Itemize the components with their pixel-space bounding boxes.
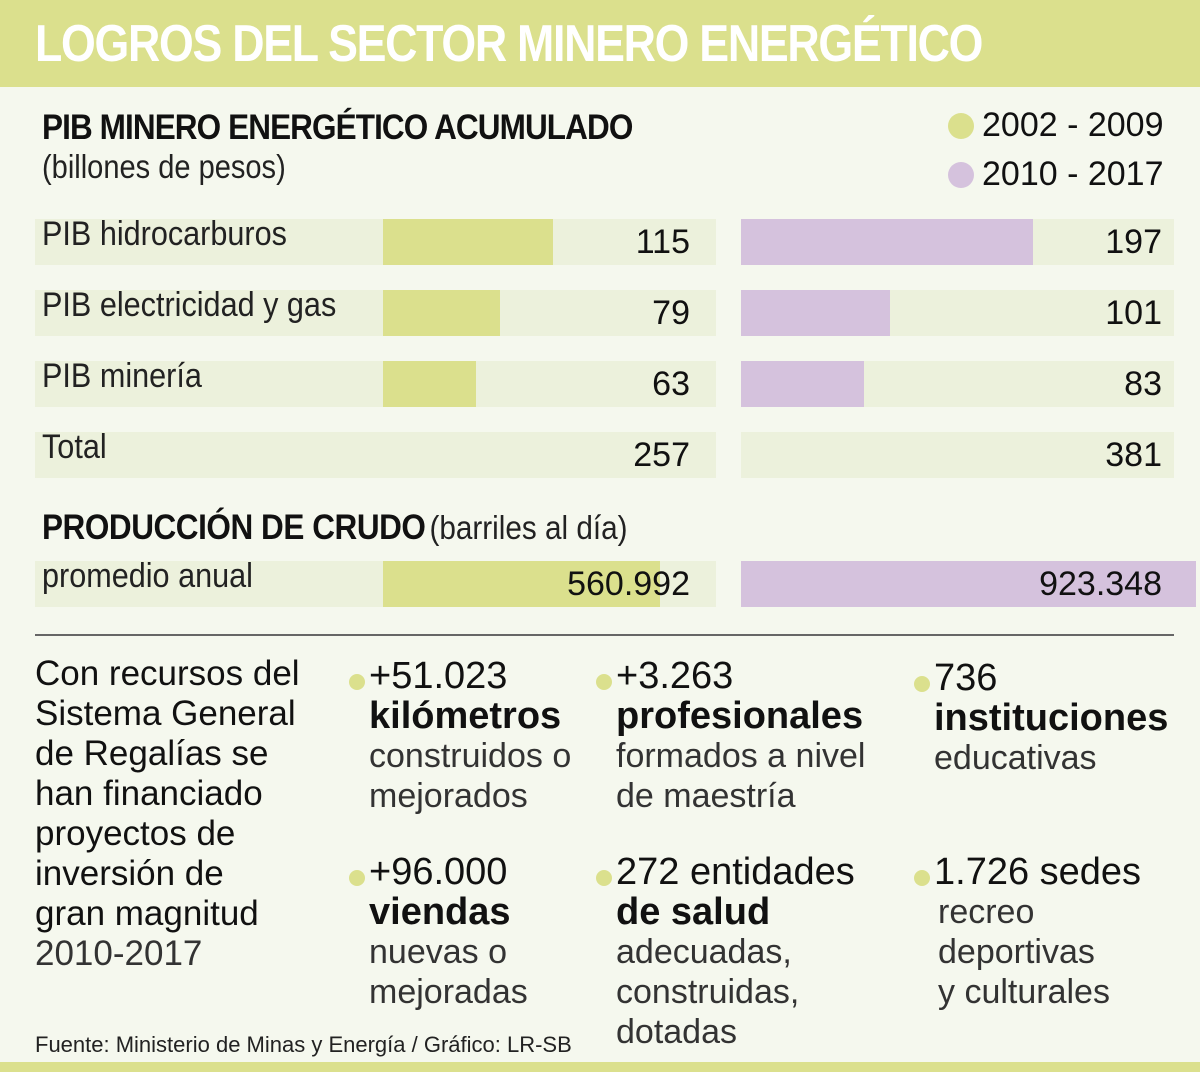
bar-period2 <box>741 219 1033 265</box>
bar-period1 <box>383 219 553 265</box>
bullet-icon <box>596 870 612 886</box>
stat-item: +51.023 kilómetros construidos o mejorados <box>349 655 572 816</box>
production-title: PRODUCCIÓN DE CRUDO (barriles al día) <box>42 508 628 548</box>
bar-track-period1 <box>35 361 716 407</box>
category-label: PIB electricidad y gas <box>42 286 337 324</box>
bar-track-period1 <box>35 219 716 265</box>
bar-period2 <box>741 361 864 407</box>
bullet-icon <box>596 674 612 690</box>
value-label-period2: 381 <box>1105 436 1162 474</box>
stat-item: 272 entidades de salud adecuadas, construid… <box>596 851 855 1052</box>
category-label: Total <box>42 428 107 466</box>
stat-item: 736 instituciones educativas <box>914 657 1169 778</box>
stat-number: 272 entidades <box>616 851 855 893</box>
value-label-period1: 79 <box>652 294 690 332</box>
bar-period1 <box>383 361 476 407</box>
stat-description: mejorados <box>369 777 528 815</box>
stat-heading: profesionales <box>616 695 864 737</box>
stat-description: de maestría <box>616 777 796 815</box>
legend-label: 2010 - 2017 <box>982 155 1164 193</box>
stat-description: dotadas <box>616 1013 737 1051</box>
stat-description: construidas, <box>616 973 800 1011</box>
value-label-period2: 83 <box>1124 365 1162 403</box>
bullet-icon <box>914 676 930 692</box>
production-category-label: promedio anual <box>42 557 253 595</box>
chart-subtitle: (billones de pesos) <box>42 148 286 185</box>
stat-description: mejoradas <box>369 973 528 1011</box>
stat-heading: kilómetros <box>369 695 562 737</box>
production-value-period1: 560.992 <box>567 565 690 603</box>
stat-description: construidos o <box>369 737 572 775</box>
value-label-period1: 63 <box>652 365 690 403</box>
stat-number: +96.000 <box>369 851 508 893</box>
intro-line: Con recursos del <box>35 654 300 693</box>
value-label-period1: 257 <box>633 436 690 474</box>
production-value-period2: 923.348 <box>1039 565 1162 603</box>
stat-number: +51.023 <box>369 655 508 697</box>
category-label: PIB minería <box>42 357 202 395</box>
value-label-period1: 115 <box>635 223 690 261</box>
production-heading: PRODUCCIÓN DE CRUDO <box>42 508 426 547</box>
stat-item: +3.263 profesionales formados a nivel de ma… <box>596 655 866 816</box>
legend-dot-icon <box>948 161 974 188</box>
bar-period1 <box>383 290 500 336</box>
stat-item: +96.000 viendas nuevas o mejoradas <box>349 851 528 1012</box>
production-bar-period1 <box>383 561 660 607</box>
intro-years: 2010-2017 <box>35 934 203 973</box>
page-title: LOGROS DEL SECTOR MINERO ENERGÉTICO <box>35 15 983 73</box>
intro-line: Sistema General <box>35 694 296 733</box>
bullet-icon <box>349 674 365 690</box>
production-unit: (barriles al día) <box>429 509 628 546</box>
stat-description: recreo <box>938 893 1035 931</box>
bullet-icon <box>349 870 365 886</box>
stat-number: 736 <box>934 657 998 699</box>
source-note: Fuente: Ministerio de Minas y Energía / … <box>35 1032 572 1057</box>
bar-period2 <box>741 290 890 336</box>
legend-item-period2: 2010 - 2017 <box>948 155 1164 194</box>
stat-heading: instituciones <box>934 697 1169 739</box>
divider <box>35 634 1174 636</box>
stat-item: 1.726 sedes recreo deportivas y culturales <box>914 851 1142 1012</box>
bar-track-period2 <box>741 432 1174 478</box>
stat-heading: de salud <box>616 891 771 933</box>
stat-description: formados a nivel <box>616 737 866 775</box>
bullet-icon <box>914 870 930 886</box>
intro-line: inversión de <box>35 854 224 893</box>
legend-dot-icon <box>948 112 974 139</box>
bar-track-period1 <box>35 432 716 478</box>
stat-description: deportivas <box>938 933 1095 971</box>
legend-label: 2002 - 2009 <box>982 106 1164 144</box>
intro-line: de Regalías se <box>35 734 269 773</box>
value-label-period2: 197 <box>1105 223 1162 261</box>
bottom-bar <box>0 1062 1200 1072</box>
category-label: PIB hidrocarburos <box>42 215 287 253</box>
stat-heading: viendas <box>369 891 511 933</box>
intro-line: proyectos de <box>35 814 236 853</box>
production-bar-period2 <box>741 561 1196 607</box>
bar-track-period1 <box>35 290 716 336</box>
intro-line: han financiado <box>35 774 263 813</box>
stat-description: adecuadas, <box>616 933 792 971</box>
stat-description: nuevas o <box>369 933 507 971</box>
stat-description: educativas <box>934 739 1097 777</box>
stat-number: 1.726 sedes <box>934 851 1142 893</box>
value-label-period2: 101 <box>1105 294 1162 332</box>
stat-description: y culturales <box>938 973 1110 1011</box>
legend-item-period1: 2002 - 2009 <box>948 106 1164 145</box>
title-banner: LOGROS DEL SECTOR MINERO ENERGÉTICO <box>0 0 1200 87</box>
intro-text: Con recursos del Sistema General de Regalí… <box>35 654 335 934</box>
chart-title: PIB MINERO ENERGÉTICO ACUMULADO <box>42 108 633 147</box>
intro-line: gran magnitud <box>35 894 259 933</box>
stat-number: +3.263 <box>616 655 734 697</box>
